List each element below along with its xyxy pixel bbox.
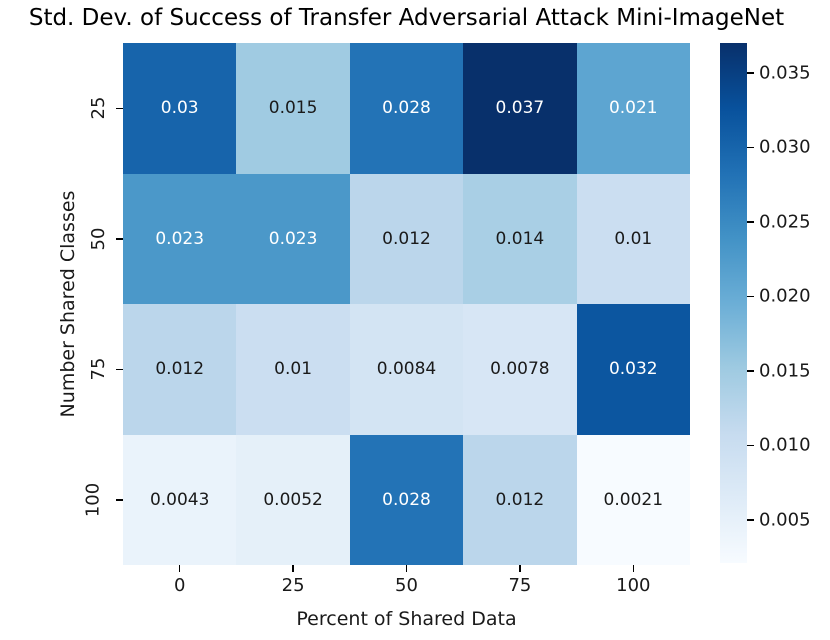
- x-tick-mark: [292, 565, 294, 572]
- cell-annotation: 0.01: [274, 359, 313, 380]
- y-tick-mark: [116, 499, 123, 501]
- cell-annotation: 0.03: [160, 98, 199, 119]
- heatmap-cell: 0.023: [123, 173, 237, 304]
- cell-annotation: 0.015: [268, 98, 318, 119]
- x-tick-mark: [519, 565, 521, 572]
- y-axis-label: Number Shared Classes: [57, 190, 79, 418]
- cell-annotation: 0.028: [382, 98, 431, 119]
- heatmap-cell: 0.037: [463, 43, 577, 174]
- colorbar-tick-label: 0.010: [759, 434, 811, 456]
- colorbar-tick-label: 0.035: [759, 62, 811, 84]
- x-tick-label: 0: [173, 575, 186, 596]
- heatmap-cell: 0.012: [123, 304, 237, 435]
- y-tick-label: 75: [88, 357, 110, 381]
- heatmap-cell: 0.03: [123, 43, 237, 174]
- x-tick-mark: [632, 565, 635, 572]
- heatmap-cell: 0.012: [463, 434, 577, 565]
- colorbar-ticks: 0.035 0.030 0.025 0.020 0.015 0.010 0.005: [747, 43, 830, 563]
- colorbar-tick-label: 0.005: [759, 509, 811, 531]
- x-tick-label: 50: [395, 575, 418, 596]
- colorbar-tick-label: 0.020: [759, 285, 811, 307]
- x-axis-label: Percent of Shared Data: [296, 608, 517, 630]
- y-axis-ticks: 25 50 75 100: [82, 43, 123, 565]
- colorbar-tick-mark: [747, 444, 754, 447]
- y-tick-label: 50: [88, 227, 110, 251]
- colorbar-tick-label: 0.025: [759, 211, 811, 233]
- colorbar-tick-mark: [747, 221, 754, 223]
- colorbar-tick-label: 0.015: [759, 360, 811, 382]
- x-tick-mark: [178, 565, 181, 572]
- heatmap-cell: 0.023: [236, 173, 350, 304]
- colorbar-tick-mark: [747, 72, 754, 74]
- heatmap-cell: 0.028: [349, 43, 464, 174]
- cell-annotation: 0.012: [382, 228, 431, 249]
- heatmap-cell: 0.01: [576, 173, 690, 304]
- heatmap-cell: 0.015: [236, 43, 350, 174]
- heatmap-cell: 0.028: [349, 434, 464, 565]
- chart-title: Std. Dev. of Success of Transfer Adversa…: [28, 5, 785, 31]
- cell-annotation: 0.012: [155, 359, 205, 380]
- cell-annotation: 0.014: [495, 228, 545, 249]
- heatmap-cell: 0.012: [349, 173, 464, 304]
- heatmap-cell: 0.0084: [349, 304, 464, 435]
- colorbar-tick-mark: [747, 295, 754, 298]
- heatmap-cell: 0.032: [576, 304, 690, 435]
- cell-annotation: 0.037: [495, 98, 545, 119]
- cell-annotation: 0.01: [614, 228, 653, 249]
- cell-annotation: 0.032: [608, 359, 658, 380]
- cell-annotation: 0.0052: [263, 489, 323, 510]
- cell-annotation: 0.0021: [603, 489, 664, 510]
- x-tick-label: 100: [616, 575, 651, 596]
- heatmap-cell: 0.0043: [123, 434, 237, 565]
- heatmap-cell: 0.01: [236, 304, 350, 435]
- cell-annotation: 0.012: [495, 489, 545, 510]
- y-tick-mark: [116, 238, 123, 240]
- cell-annotation: 0.023: [155, 228, 205, 249]
- heatmap-cell: 0.021: [576, 43, 690, 174]
- y-tick-label: 100: [82, 482, 104, 517]
- cell-annotation: 0.028: [382, 489, 431, 510]
- y-tick-label: 25: [88, 96, 110, 120]
- x-axis-ticks: 0 25 50 75 100: [123, 565, 690, 607]
- colorbar-tick-mark: [747, 519, 754, 521]
- heatmap-cell: 0.014: [463, 173, 577, 304]
- cell-annotation: 0.021: [608, 98, 658, 119]
- colorbar-tick-mark: [747, 146, 754, 149]
- y-tick-mark: [116, 107, 123, 109]
- x-tick-label: 25: [281, 575, 305, 596]
- y-tick-mark: [116, 368, 123, 370]
- x-tick-label: 75: [508, 575, 532, 596]
- heatmap-cell: 0.0078: [463, 304, 577, 435]
- heatmap-plot-area: 0.03 0.015 0.028 0.037 0.021 0.023 0.023 0.012 0…: [123, 43, 690, 565]
- colorbar-tick-mark: [747, 370, 754, 372]
- colorbar: [720, 43, 747, 563]
- x-tick-mark: [405, 565, 408, 572]
- colorbar-tick-label: 0.030: [759, 136, 811, 158]
- heatmap-cell: 0.0052: [236, 434, 350, 565]
- cell-annotation: 0.0078: [490, 359, 550, 380]
- cell-annotation: 0.0084: [376, 359, 437, 380]
- cell-annotation: 0.0043: [149, 489, 210, 510]
- heatmap-cell: 0.0021: [576, 434, 690, 565]
- cell-annotation: 0.023: [268, 228, 318, 249]
